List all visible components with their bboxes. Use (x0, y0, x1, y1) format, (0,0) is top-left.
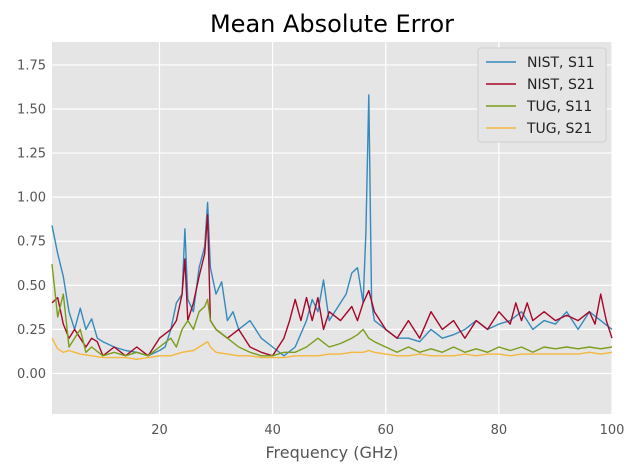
legend-label: TUG, S21 (526, 121, 592, 137)
series-lines (51, 94, 613, 360)
legend: NIST, S11 NIST, S21 TUG, S11 TUG, S21 (477, 47, 607, 143)
x-axis-label: Frequency (GHz) (265, 443, 398, 462)
x-tick-label: 60 (377, 423, 394, 438)
x-tick-label: 80 (491, 423, 508, 438)
x-tick-label: 20 (151, 423, 168, 438)
x-axis: 20 40 60 80 100 (151, 423, 624, 438)
y-tick-label: 1.25 (17, 147, 46, 162)
legend-label: NIST, S21 (527, 77, 595, 93)
series-line-2 (51, 214, 613, 357)
y-tick-label: 1.50 (17, 102, 46, 117)
legend-box (477, 47, 607, 143)
y-tick-label: 1.75 (17, 58, 46, 73)
legend-label: TUG, S11 (526, 99, 592, 115)
y-tick-label: 0.00 (17, 367, 46, 382)
x-tick-label: 100 (600, 423, 625, 438)
series-line-4 (51, 337, 613, 360)
legend-label: NIST, S11 (527, 55, 595, 71)
series-line-3 (51, 264, 613, 357)
chart-title: Mean Absolute Error (210, 10, 454, 38)
y-axis: 0.00 0.25 0.50 0.75 1.00 1.25 1.50 1.75 (17, 58, 46, 382)
y-tick-label: 0.75 (17, 235, 46, 250)
y-tick-label: 0.25 (17, 323, 46, 338)
gridlines (52, 42, 613, 414)
y-tick-label: 1.00 (17, 191, 46, 206)
y-tick-label: 0.50 (17, 279, 46, 294)
x-tick-label: 40 (264, 423, 281, 438)
